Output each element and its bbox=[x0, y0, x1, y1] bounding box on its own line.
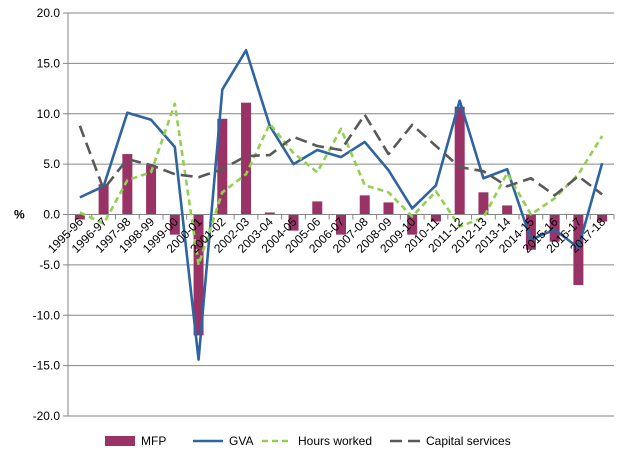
bar-mfp bbox=[193, 214, 204, 336]
y-axis-label: % bbox=[14, 208, 25, 222]
y-tick-label: 0.0 bbox=[43, 208, 60, 222]
bar-mfp bbox=[454, 106, 465, 215]
line-hours-worked bbox=[79, 102, 604, 267]
bar-mfp bbox=[74, 214, 85, 220]
legend-label: MFP bbox=[141, 434, 166, 448]
legend-item: Hours worked bbox=[262, 434, 372, 448]
legend-label: Capital services bbox=[426, 434, 511, 448]
bar-mfp bbox=[312, 201, 323, 215]
y-tick-label: 15.0 bbox=[37, 56, 61, 70]
bar-mfp bbox=[597, 214, 608, 222]
bar-mfp bbox=[217, 118, 228, 215]
y-tick-label: -5.0 bbox=[39, 258, 60, 272]
bar-mfp bbox=[407, 214, 418, 235]
bar-mfp bbox=[241, 102, 252, 215]
legend-item: MFP bbox=[105, 434, 166, 448]
bar-mfp bbox=[169, 214, 180, 235]
bar-mfp bbox=[478, 192, 489, 215]
y-tick-label: 5.0 bbox=[43, 157, 60, 171]
bar-mfp bbox=[525, 214, 536, 250]
bar-mfp bbox=[122, 154, 133, 215]
bar-mfp bbox=[288, 214, 299, 231]
bar-mfp bbox=[549, 214, 560, 242]
y-tick-label: -20.0 bbox=[33, 409, 61, 423]
line-gva bbox=[79, 48, 604, 361]
legend-label: GVA bbox=[229, 434, 253, 448]
legend-item: Capital services bbox=[390, 434, 511, 448]
y-tick-label: -10.0 bbox=[33, 308, 61, 322]
bar-mfp bbox=[359, 195, 370, 215]
bar-mfp bbox=[383, 202, 394, 215]
y-tick-label: 20.0 bbox=[37, 6, 61, 20]
bar-mfp bbox=[264, 212, 275, 215]
legend-item: GVA bbox=[193, 434, 253, 448]
bar-mfp bbox=[430, 214, 441, 222]
bar-mfp bbox=[146, 165, 157, 215]
bar-mfp bbox=[336, 214, 346, 235]
bar-mfp bbox=[573, 214, 584, 286]
bar-mfp bbox=[502, 205, 513, 215]
bar-mfp bbox=[98, 184, 109, 215]
legend-swatch bbox=[105, 436, 135, 446]
y-tick-label: 10.0 bbox=[37, 107, 61, 121]
line-capital-services bbox=[78, 113, 603, 197]
legend-label: Hours worked bbox=[298, 434, 372, 448]
y-tick-label: -15.0 bbox=[33, 359, 61, 373]
